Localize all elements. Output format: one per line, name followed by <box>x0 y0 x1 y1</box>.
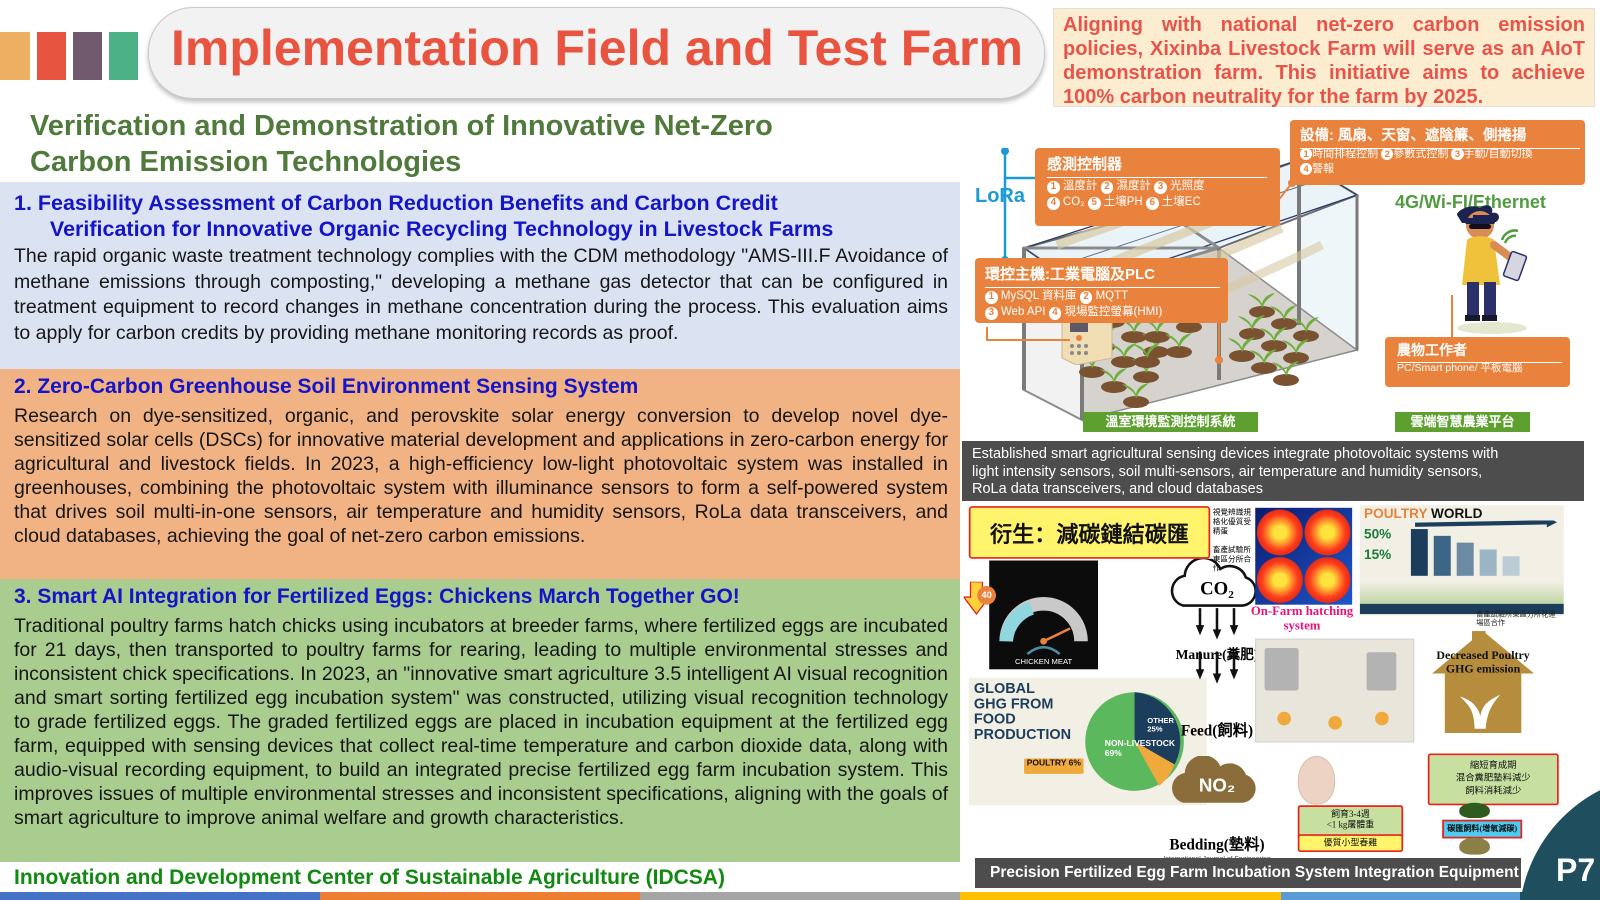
svg-text:CO₂: CO₂ <box>1200 579 1234 600</box>
svg-text:NO₂: NO₂ <box>1199 775 1235 796</box>
svg-text:69%: 69% <box>1105 748 1122 758</box>
svg-text:CHICKEN MEAT: CHICKEN MEAT <box>1015 657 1072 666</box>
